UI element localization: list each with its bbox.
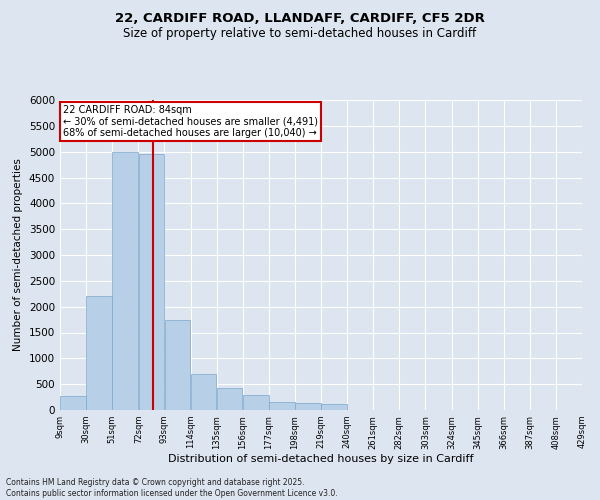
Bar — [321, 404, 347, 410]
Y-axis label: Number of semi-detached properties: Number of semi-detached properties — [13, 158, 23, 352]
Bar — [295, 404, 321, 410]
Text: Size of property relative to semi-detached houses in Cardiff: Size of property relative to semi-detach… — [124, 28, 476, 40]
Text: 22, CARDIFF ROAD, LLANDAFF, CARDIFF, CF5 2DR: 22, CARDIFF ROAD, LLANDAFF, CARDIFF, CF5… — [115, 12, 485, 26]
Bar — [164, 320, 190, 410]
Text: 22 CARDIFF ROAD: 84sqm
← 30% of semi-detached houses are smaller (4,491)
68% of : 22 CARDIFF ROAD: 84sqm ← 30% of semi-det… — [62, 104, 317, 138]
Bar — [217, 388, 242, 410]
Bar — [112, 152, 138, 410]
X-axis label: Distribution of semi-detached houses by size in Cardiff: Distribution of semi-detached houses by … — [168, 454, 474, 464]
Bar — [243, 395, 269, 410]
Bar — [269, 402, 295, 410]
Bar — [60, 396, 86, 410]
Bar — [86, 296, 112, 410]
Text: Contains HM Land Registry data © Crown copyright and database right 2025.
Contai: Contains HM Land Registry data © Crown c… — [6, 478, 338, 498]
Bar — [191, 374, 217, 410]
Bar — [139, 154, 164, 410]
